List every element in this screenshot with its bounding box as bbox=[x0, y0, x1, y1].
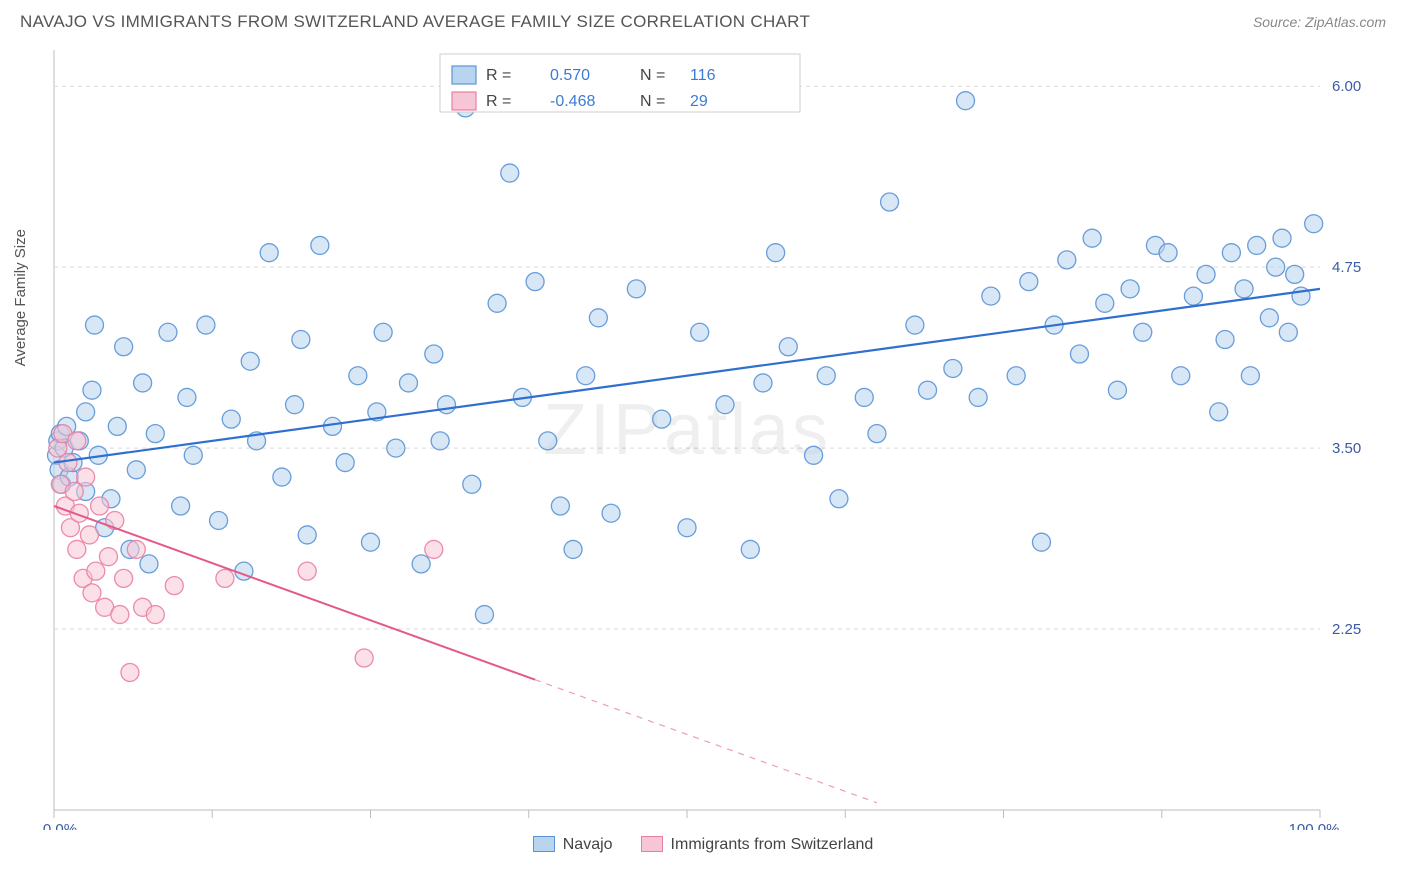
svg-text:R =: R = bbox=[486, 67, 511, 84]
svg-text:29: 29 bbox=[690, 93, 708, 110]
swatch-icon bbox=[533, 836, 555, 852]
svg-text:-0.468: -0.468 bbox=[550, 93, 595, 110]
svg-text:R =: R = bbox=[486, 93, 511, 110]
svg-text:116: 116 bbox=[690, 67, 716, 84]
source-link[interactable]: ZipAtlas.com bbox=[1305, 14, 1386, 30]
legend-item-navajo: Navajo bbox=[533, 836, 613, 854]
svg-text:3.50: 3.50 bbox=[1332, 440, 1361, 457]
legend-label: Navajo bbox=[563, 836, 613, 853]
svg-text:ZIPatlas: ZIPatlas bbox=[543, 390, 831, 470]
svg-text:N =: N = bbox=[640, 93, 665, 110]
correlation-scatter-chart: 6.00 4.75 3.50 2.25 0.0% 100.0% ZIPatlas R = 0.5… bbox=[20, 40, 1366, 830]
svg-text:100.0%: 100.0% bbox=[1289, 821, 1340, 830]
source-prefix: Source: bbox=[1253, 14, 1305, 30]
svg-text:6.00: 6.00 bbox=[1332, 78, 1361, 95]
swatch-icon bbox=[641, 836, 663, 852]
chart-title: NAVAJO VS IMMIGRANTS FROM SWITZERLAND AV… bbox=[20, 12, 810, 32]
legend-label: Immigrants from Switzerland bbox=[671, 836, 874, 853]
svg-text:4.75: 4.75 bbox=[1332, 259, 1361, 276]
svg-text:N =: N = bbox=[640, 67, 665, 84]
svg-text:2.25: 2.25 bbox=[1332, 621, 1361, 638]
source-attribution: Source: ZipAtlas.com bbox=[1253, 14, 1386, 30]
svg-text:0.570: 0.570 bbox=[550, 67, 590, 84]
y-axis-label: Average Family Size bbox=[12, 229, 29, 366]
footer-legend: Navajo Immigrants from Switzerland bbox=[0, 830, 1406, 854]
legend-item-switzerland: Immigrants from Switzerland bbox=[641, 836, 874, 854]
svg-text:0.0%: 0.0% bbox=[43, 821, 77, 830]
